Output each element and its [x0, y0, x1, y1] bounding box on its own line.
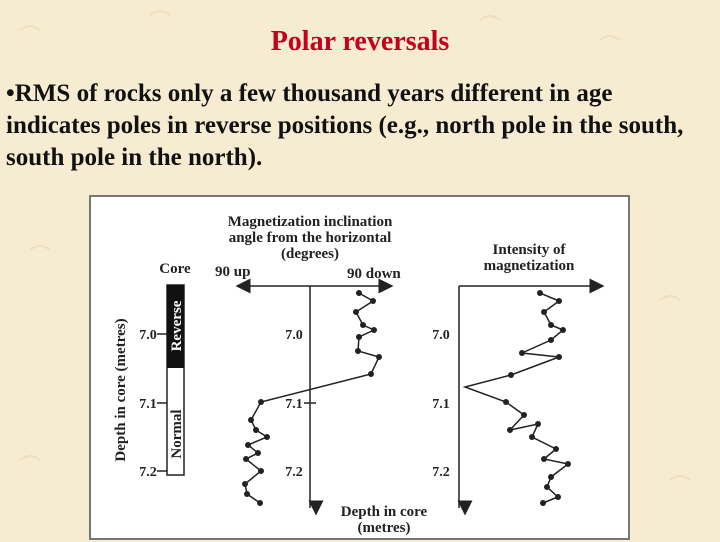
normal-label: Normal	[169, 409, 185, 458]
reversal-figure: Magnetization inclination angle from the…	[89, 195, 630, 540]
depth-footer-line2: (metres)	[357, 520, 410, 536]
depth-footer-line1: Depth in core	[341, 504, 428, 520]
inclination-header-line3: (degrees)	[281, 246, 339, 262]
intensity-curve	[462, 292, 570, 504]
core-label: Core	[159, 261, 191, 277]
inclination-tick-7-2: 7.2	[285, 465, 303, 480]
core-tick-7-2: 7.2	[139, 465, 157, 480]
bullet-text: RMS of rocks only a few thousand years d…	[6, 80, 684, 171]
reverse-polarity-block	[167, 285, 184, 368]
down-label: 90 down	[347, 266, 401, 282]
intensity-tick-7-1: 7.1	[432, 397, 450, 412]
figure-canvas: Magnetization inclination angle from the…	[113, 214, 605, 536]
core-tick-7-0: 7.0	[139, 328, 157, 343]
intensity-header-line2: magnetization	[484, 258, 575, 274]
inclination-tick-7-1: 7.1	[285, 397, 303, 412]
intensity-header-line1: Intensity of	[493, 242, 567, 258]
slide-title: Polar reversals	[270, 26, 450, 57]
reverse-label: Reverse	[169, 300, 185, 351]
inclination-header-line2: angle from the horizontal	[229, 230, 392, 246]
intensity-tick-7-2: 7.2	[432, 465, 450, 480]
depth-axis-label: Depth in core (metres)	[113, 318, 129, 461]
intensity-tick-7-0: 7.0	[432, 328, 450, 343]
inclination-points	[242, 290, 382, 506]
inclination-header-line1: Magnetization inclination	[228, 214, 393, 230]
bullet-point: •RMS of rocks only a few thousand years …	[6, 78, 706, 174]
up-label: 90 up	[215, 264, 250, 280]
inclination-curve	[244, 292, 381, 504]
inclination-tick-7-0: 7.0	[285, 328, 303, 343]
bullet-marker: •	[6, 80, 15, 107]
intensity-points	[503, 290, 571, 506]
core-tick-7-1: 7.1	[139, 397, 157, 412]
